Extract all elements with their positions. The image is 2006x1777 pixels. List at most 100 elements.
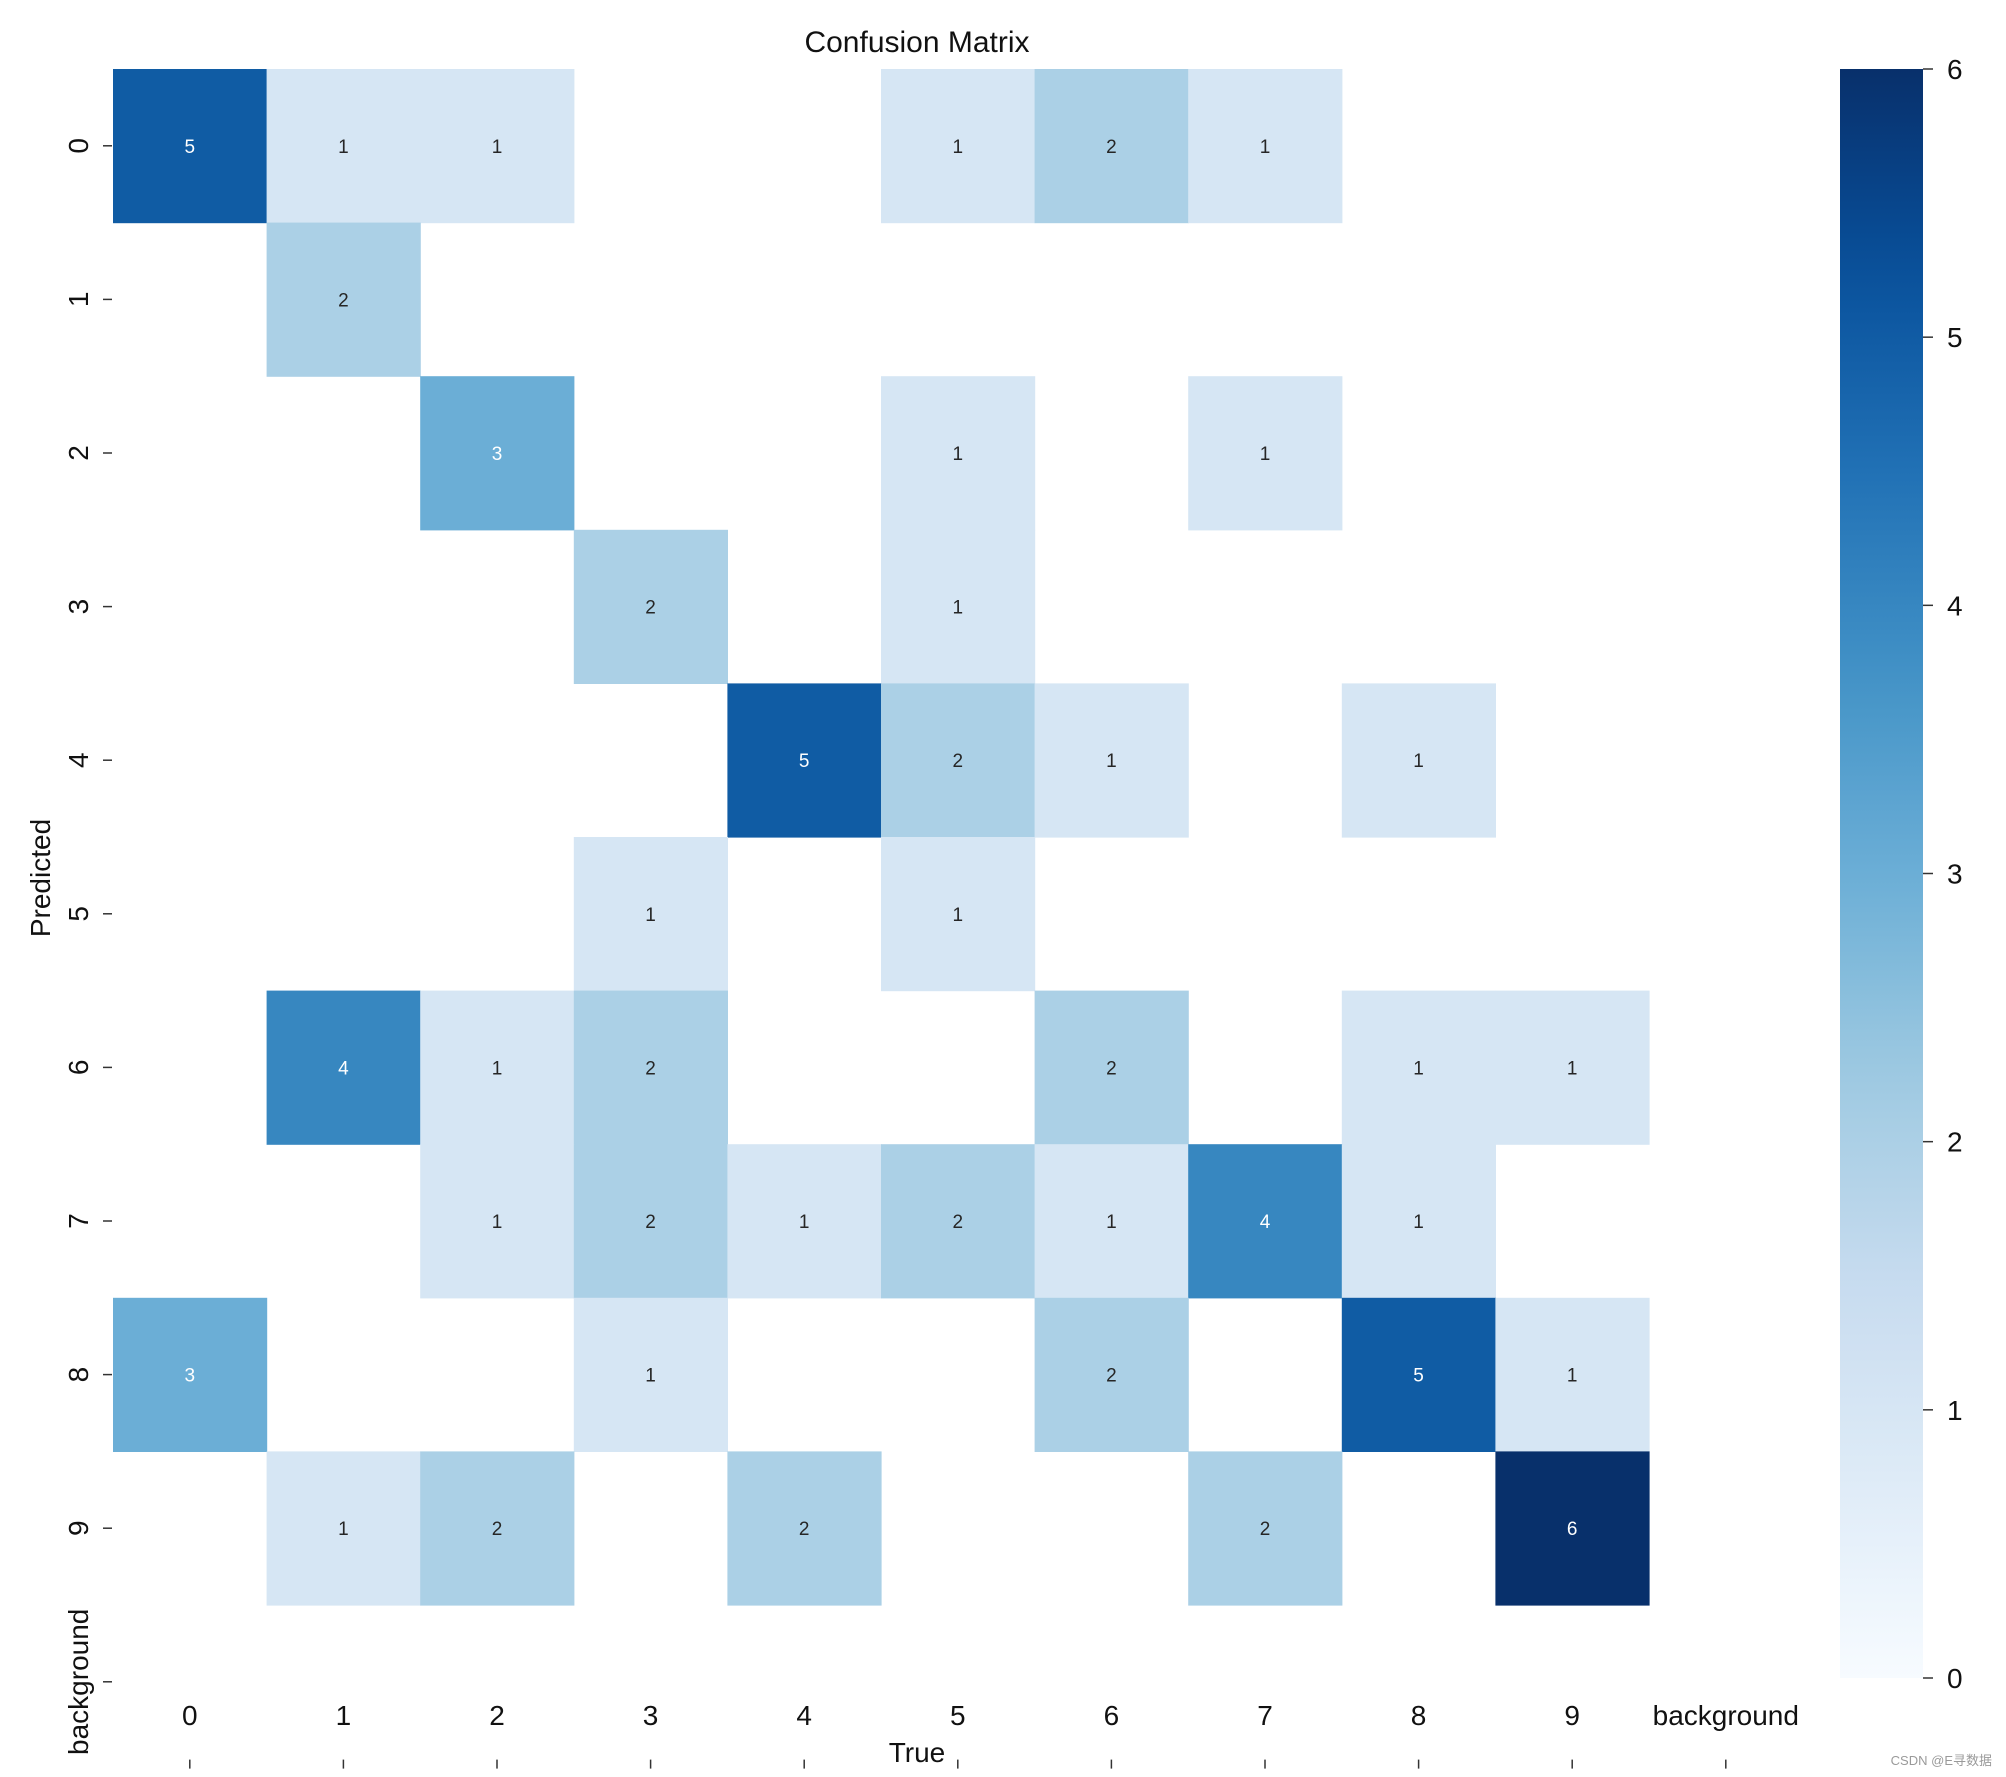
heatmap-cell <box>1495 990 1650 1145</box>
heatmap-cell <box>1341 1144 1496 1299</box>
cell-value-label: 3 <box>185 1366 196 1387</box>
x-tick-label: 1 <box>336 1700 352 1731</box>
heatmap-cell <box>1341 1297 1496 1452</box>
heatmap-cell <box>1034 1297 1189 1452</box>
heatmap-cell <box>266 69 421 224</box>
heatmap-cell <box>113 69 268 224</box>
heatmap-cell <box>727 683 882 838</box>
cell-value-label: 2 <box>492 1519 503 1540</box>
x-tick-label: 2 <box>489 1700 505 1731</box>
cell-value-label: 2 <box>645 1058 656 1079</box>
cell-value-label: 1 <box>953 905 964 926</box>
heatmap-cell <box>727 1451 882 1606</box>
heatmap-cell <box>1034 990 1189 1145</box>
y-tick-label: 0 <box>63 138 94 154</box>
cell-value-label: 6 <box>1567 1519 1578 1540</box>
cell-value-label: 2 <box>1106 1058 1117 1079</box>
heatmap-cell <box>266 1451 421 1606</box>
heatmap-cell <box>1495 1451 1650 1606</box>
colorbar-tick-label: 4 <box>1947 590 1963 621</box>
heatmap-cell <box>881 837 1036 992</box>
colorbar-tick-label: 0 <box>1947 1663 1963 1694</box>
cell-value-label: 1 <box>953 598 964 619</box>
x-tick-label: 5 <box>950 1700 966 1731</box>
heatmap-cell <box>420 1144 575 1299</box>
heatmap-cell <box>881 529 1036 684</box>
cell-value-label: 1 <box>645 905 656 926</box>
colorbar-tick-label: 5 <box>1947 322 1963 353</box>
cell-value-label: 4 <box>1260 1212 1271 1233</box>
heatmap-cell <box>573 837 728 992</box>
cell-value-label: 2 <box>1106 1366 1117 1387</box>
heatmap-cell <box>881 69 1036 224</box>
cell-value-label: 2 <box>1106 137 1117 158</box>
heatmap-cell <box>881 683 1036 838</box>
y-tick-label: background <box>63 1609 94 1755</box>
heatmap-cell <box>420 1451 575 1606</box>
heatmap-cell <box>1188 1144 1343 1299</box>
y-tick-label: 9 <box>63 1520 94 1536</box>
x-tick-label: background <box>1653 1700 1799 1731</box>
cell-value-label: 4 <box>338 1058 349 1079</box>
y-axis-label: Predicted <box>25 819 56 937</box>
heatmap-cell <box>1034 1144 1189 1299</box>
heatmap-cell <box>113 1297 268 1452</box>
heatmap-cell <box>1188 69 1343 224</box>
cell-value-label: 3 <box>492 444 503 465</box>
cell-value-label: 1 <box>953 137 964 158</box>
heatmap-cell <box>1034 683 1189 838</box>
cell-value-label: 1 <box>1413 751 1424 772</box>
y-tick-label: 6 <box>63 1060 94 1076</box>
cell-value-label: 1 <box>1567 1366 1578 1387</box>
heatmap-cell <box>1341 683 1496 838</box>
cell-value-label: 1 <box>953 444 964 465</box>
cell-value-label: 1 <box>1413 1058 1424 1079</box>
chart-title: Confusion Matrix <box>804 26 1029 59</box>
x-axis-label: True <box>889 1737 946 1768</box>
cell-value-label: 1 <box>338 1519 349 1540</box>
x-tick-label: 4 <box>796 1700 812 1731</box>
heatmap-cell <box>881 1144 1036 1299</box>
heatmap-cell <box>1495 1297 1650 1452</box>
heatmap-cell <box>266 222 421 377</box>
x-tick-label: 3 <box>643 1700 659 1731</box>
x-axis-ticks: 0 1 2 3 4 5 6 7 8 9 background <box>182 1700 1799 1769</box>
cell-value-label: 2 <box>338 290 349 311</box>
cell-value-label: 2 <box>645 1212 656 1233</box>
heatmap-cell <box>420 69 575 224</box>
y-tick-label: 5 <box>63 906 94 922</box>
colorbar-tick-label: 3 <box>1947 859 1963 890</box>
cell-value-label: 1 <box>1413 1212 1424 1233</box>
heatmap-cell <box>573 1144 728 1299</box>
y-tick-label: 3 <box>63 599 94 615</box>
cell-value-label: 2 <box>953 1212 964 1233</box>
x-tick-label: 6 <box>1104 1700 1120 1731</box>
cell-value-label: 2 <box>645 598 656 619</box>
heatmap-cell <box>266 990 421 1145</box>
heatmap-cell <box>420 990 575 1145</box>
x-tick-label: 7 <box>1257 1700 1273 1731</box>
y-tick-label: 7 <box>63 1213 94 1229</box>
cell-value-label: 1 <box>1260 444 1271 465</box>
cell-value-label: 2 <box>953 751 964 772</box>
cell-value-label: 1 <box>492 1058 503 1079</box>
cell-value-label: 5 <box>799 751 810 772</box>
colorbar-ticks: 0 1 2 3 4 5 6 <box>1923 54 1963 1694</box>
cell-value-label: 1 <box>1567 1058 1578 1079</box>
x-tick-label: 8 <box>1411 1700 1427 1731</box>
colorbar-tick-label: 1 <box>1947 1395 1963 1426</box>
cell-value-label: 1 <box>492 137 503 158</box>
cell-value-label: 1 <box>645 1366 656 1387</box>
x-tick-label: 9 <box>1564 1700 1580 1731</box>
heatmap-cell <box>1034 69 1189 224</box>
colorbar-tick-label: 6 <box>1947 54 1963 85</box>
cell-value-label: 1 <box>1260 137 1271 158</box>
cell-value-label: 5 <box>1413 1366 1424 1387</box>
heatmap-cell <box>727 1144 882 1299</box>
cell-value-label: 2 <box>799 1519 810 1540</box>
y-tick-label: 8 <box>63 1367 94 1383</box>
heatmap-cells <box>113 69 1650 1606</box>
cell-value-label: 1 <box>799 1212 810 1233</box>
colorbar <box>1840 69 1923 1678</box>
